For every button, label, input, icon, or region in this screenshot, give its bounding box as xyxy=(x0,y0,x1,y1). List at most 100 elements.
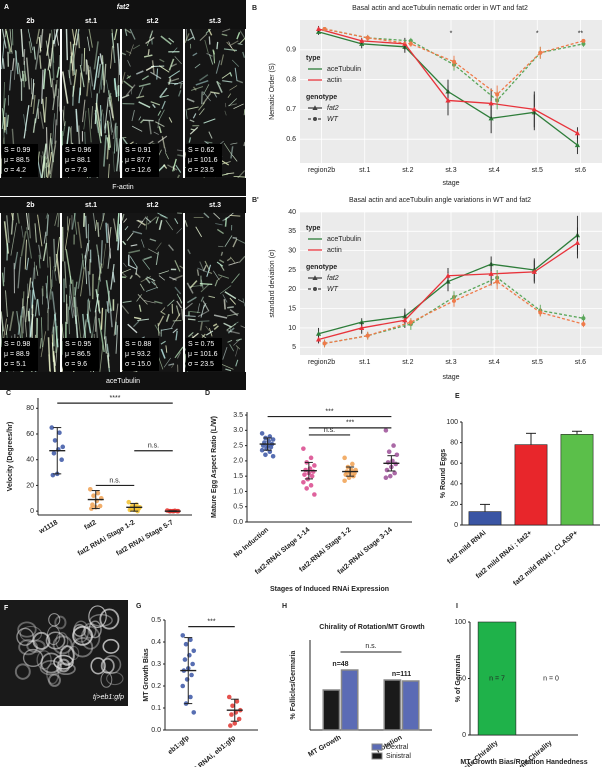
micrograph-fiber xyxy=(45,234,49,268)
micrograph-fiber xyxy=(41,69,44,104)
data-point xyxy=(263,452,268,458)
micrograph-fiber xyxy=(147,216,158,225)
column-label: st.3 xyxy=(209,202,221,209)
micrograph-fiber xyxy=(104,123,107,134)
micrograph-fiber xyxy=(221,72,231,79)
micrograph-fiber xyxy=(205,325,210,332)
micrograph-fiber xyxy=(220,159,230,166)
micrograph-fiber xyxy=(3,82,5,108)
micrograph-fiber xyxy=(39,111,44,129)
micrograph-fiber xyxy=(203,212,210,219)
marker xyxy=(538,310,543,315)
micrograph-fiber xyxy=(138,86,144,98)
data-point xyxy=(259,447,265,453)
significance: *** xyxy=(346,420,354,427)
micrograph-fiber xyxy=(54,236,60,272)
micrograph-fiber xyxy=(56,66,60,78)
micrograph-fiber xyxy=(232,236,238,240)
micrograph-fiber xyxy=(71,279,75,308)
micrograph-fiber xyxy=(155,216,159,224)
micrograph-fiber xyxy=(226,257,232,262)
significance: n.s. xyxy=(109,477,120,484)
micrograph-fiber xyxy=(177,154,184,157)
micrograph-fiber xyxy=(222,346,228,360)
micrograph-fiber xyxy=(32,79,35,100)
micrograph-fiber xyxy=(155,121,165,128)
data-point xyxy=(51,450,57,456)
data-point xyxy=(229,712,234,717)
bar-annotation: n = 0 xyxy=(543,675,559,682)
micrograph-fiber xyxy=(167,164,178,171)
micrograph-fiber xyxy=(68,275,71,310)
micrograph-fiber xyxy=(138,101,151,109)
data-point xyxy=(180,633,186,638)
micrograph-fiber xyxy=(197,267,208,273)
micrograph-fiber xyxy=(167,299,175,307)
micrograph-fiber xyxy=(187,249,191,255)
cell-outline xyxy=(18,639,39,656)
marker xyxy=(452,59,456,64)
bar xyxy=(477,621,517,736)
micrograph-fiber xyxy=(223,299,226,310)
micrograph-fiber xyxy=(5,324,9,336)
micrograph-fiber xyxy=(72,85,74,106)
micrograph-fiber xyxy=(143,54,153,58)
micrograph-fiber xyxy=(105,280,112,312)
micrograph-fiber xyxy=(190,128,195,131)
micrograph-fiber xyxy=(223,142,233,155)
stats-box xyxy=(2,144,38,177)
micrograph-fiber xyxy=(73,212,78,235)
micrograph-fiber xyxy=(220,54,225,66)
micrograph-fiber xyxy=(176,227,183,234)
micrograph-fiber xyxy=(20,231,27,257)
micrograph-fiber xyxy=(189,28,196,40)
micrograph-fiber xyxy=(71,38,78,71)
legend-label: fat2 xyxy=(327,105,339,112)
y-tick-label: 0.0 xyxy=(233,519,243,526)
micrograph-fiber xyxy=(123,262,127,268)
micrograph-fiber xyxy=(117,223,121,251)
micrograph-fiber xyxy=(213,314,228,319)
micrograph-fiber xyxy=(240,325,246,329)
micrograph-fiber xyxy=(158,126,162,134)
micrograph-fiber xyxy=(198,108,205,116)
bar xyxy=(340,669,359,731)
micrograph-fiber xyxy=(46,33,51,56)
row-footer xyxy=(0,178,246,196)
micrograph-fiber xyxy=(239,30,246,39)
micrograph-fiber xyxy=(188,137,192,143)
marker xyxy=(488,100,494,106)
micrograph-fiber xyxy=(233,338,241,346)
micrograph-fiber xyxy=(9,311,15,332)
micrograph-fiber xyxy=(236,79,244,84)
micrograph-fiber xyxy=(47,151,53,179)
y-tick-label: 60 xyxy=(450,460,458,467)
micrograph-fiber xyxy=(160,340,166,345)
micrograph-fiber xyxy=(242,51,245,58)
y-axis-label: Nematic Order (S) xyxy=(269,63,276,120)
micrograph-fiber xyxy=(233,103,244,110)
panel-title: fat2 xyxy=(117,4,130,11)
x-tick-label: MT Growth xyxy=(307,734,342,758)
y-tick-label: 20 xyxy=(450,501,458,508)
micrograph-fiber xyxy=(164,147,167,153)
y-axis-label: Velocity (Degrees/hr) xyxy=(7,422,14,492)
cell-outline xyxy=(100,671,113,688)
marker xyxy=(365,333,370,338)
bar xyxy=(468,511,502,526)
micrograph-fiber xyxy=(47,288,52,314)
stats-text: S = 0.98 xyxy=(4,341,30,348)
micrograph-fiber xyxy=(225,368,232,372)
micrograph-fiber xyxy=(168,76,171,86)
micrograph-fiber xyxy=(77,221,83,249)
micrograph-fiber xyxy=(133,320,140,328)
micrograph-fiber xyxy=(122,240,127,246)
cell-outline xyxy=(17,621,37,638)
micrograph-fiber xyxy=(112,151,115,172)
cell-outline xyxy=(19,625,42,643)
y-tick-label: 0.4 xyxy=(151,639,161,646)
micrograph-fiber xyxy=(139,119,145,124)
cell-outline xyxy=(73,623,87,637)
data-point xyxy=(232,721,238,726)
micrograph-fiber xyxy=(125,50,132,54)
